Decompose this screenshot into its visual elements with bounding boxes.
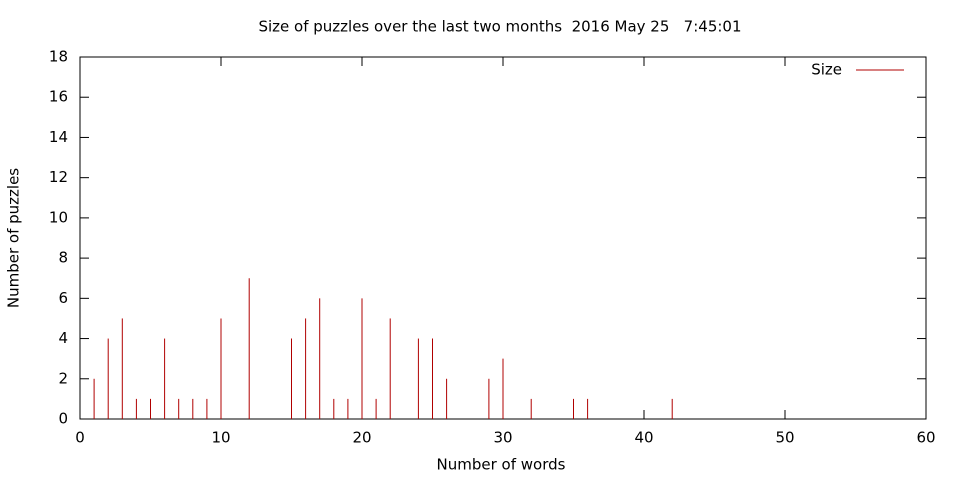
- y-tick-label: 4: [58, 329, 68, 347]
- chart-title: Size of puzzles over the last two months…: [258, 18, 741, 36]
- y-tick-label: 12: [49, 168, 68, 186]
- x-tick-label: 30: [493, 429, 512, 447]
- y-tick-label: 6: [58, 289, 68, 307]
- x-tick-label: 0: [75, 429, 85, 447]
- y-tick-label: 16: [49, 88, 68, 106]
- y-tick-label: 8: [58, 249, 68, 267]
- x-axis-label: Number of words: [437, 456, 566, 474]
- x-tick-label: 50: [775, 429, 794, 447]
- y-tick-label: 14: [49, 128, 68, 146]
- y-axis-label: Number of puzzles: [5, 168, 23, 308]
- x-tick-label: 10: [211, 429, 230, 447]
- x-tick-label: 20: [352, 429, 371, 447]
- x-tick-label: 60: [916, 429, 935, 447]
- y-tick-label: 10: [49, 208, 68, 226]
- x-tick-label: 40: [634, 429, 653, 447]
- y-tick-label: 18: [49, 48, 68, 66]
- legend-label: Size: [811, 61, 842, 79]
- y-tick-label: 2: [58, 369, 68, 387]
- y-tick-label: 0: [58, 410, 68, 428]
